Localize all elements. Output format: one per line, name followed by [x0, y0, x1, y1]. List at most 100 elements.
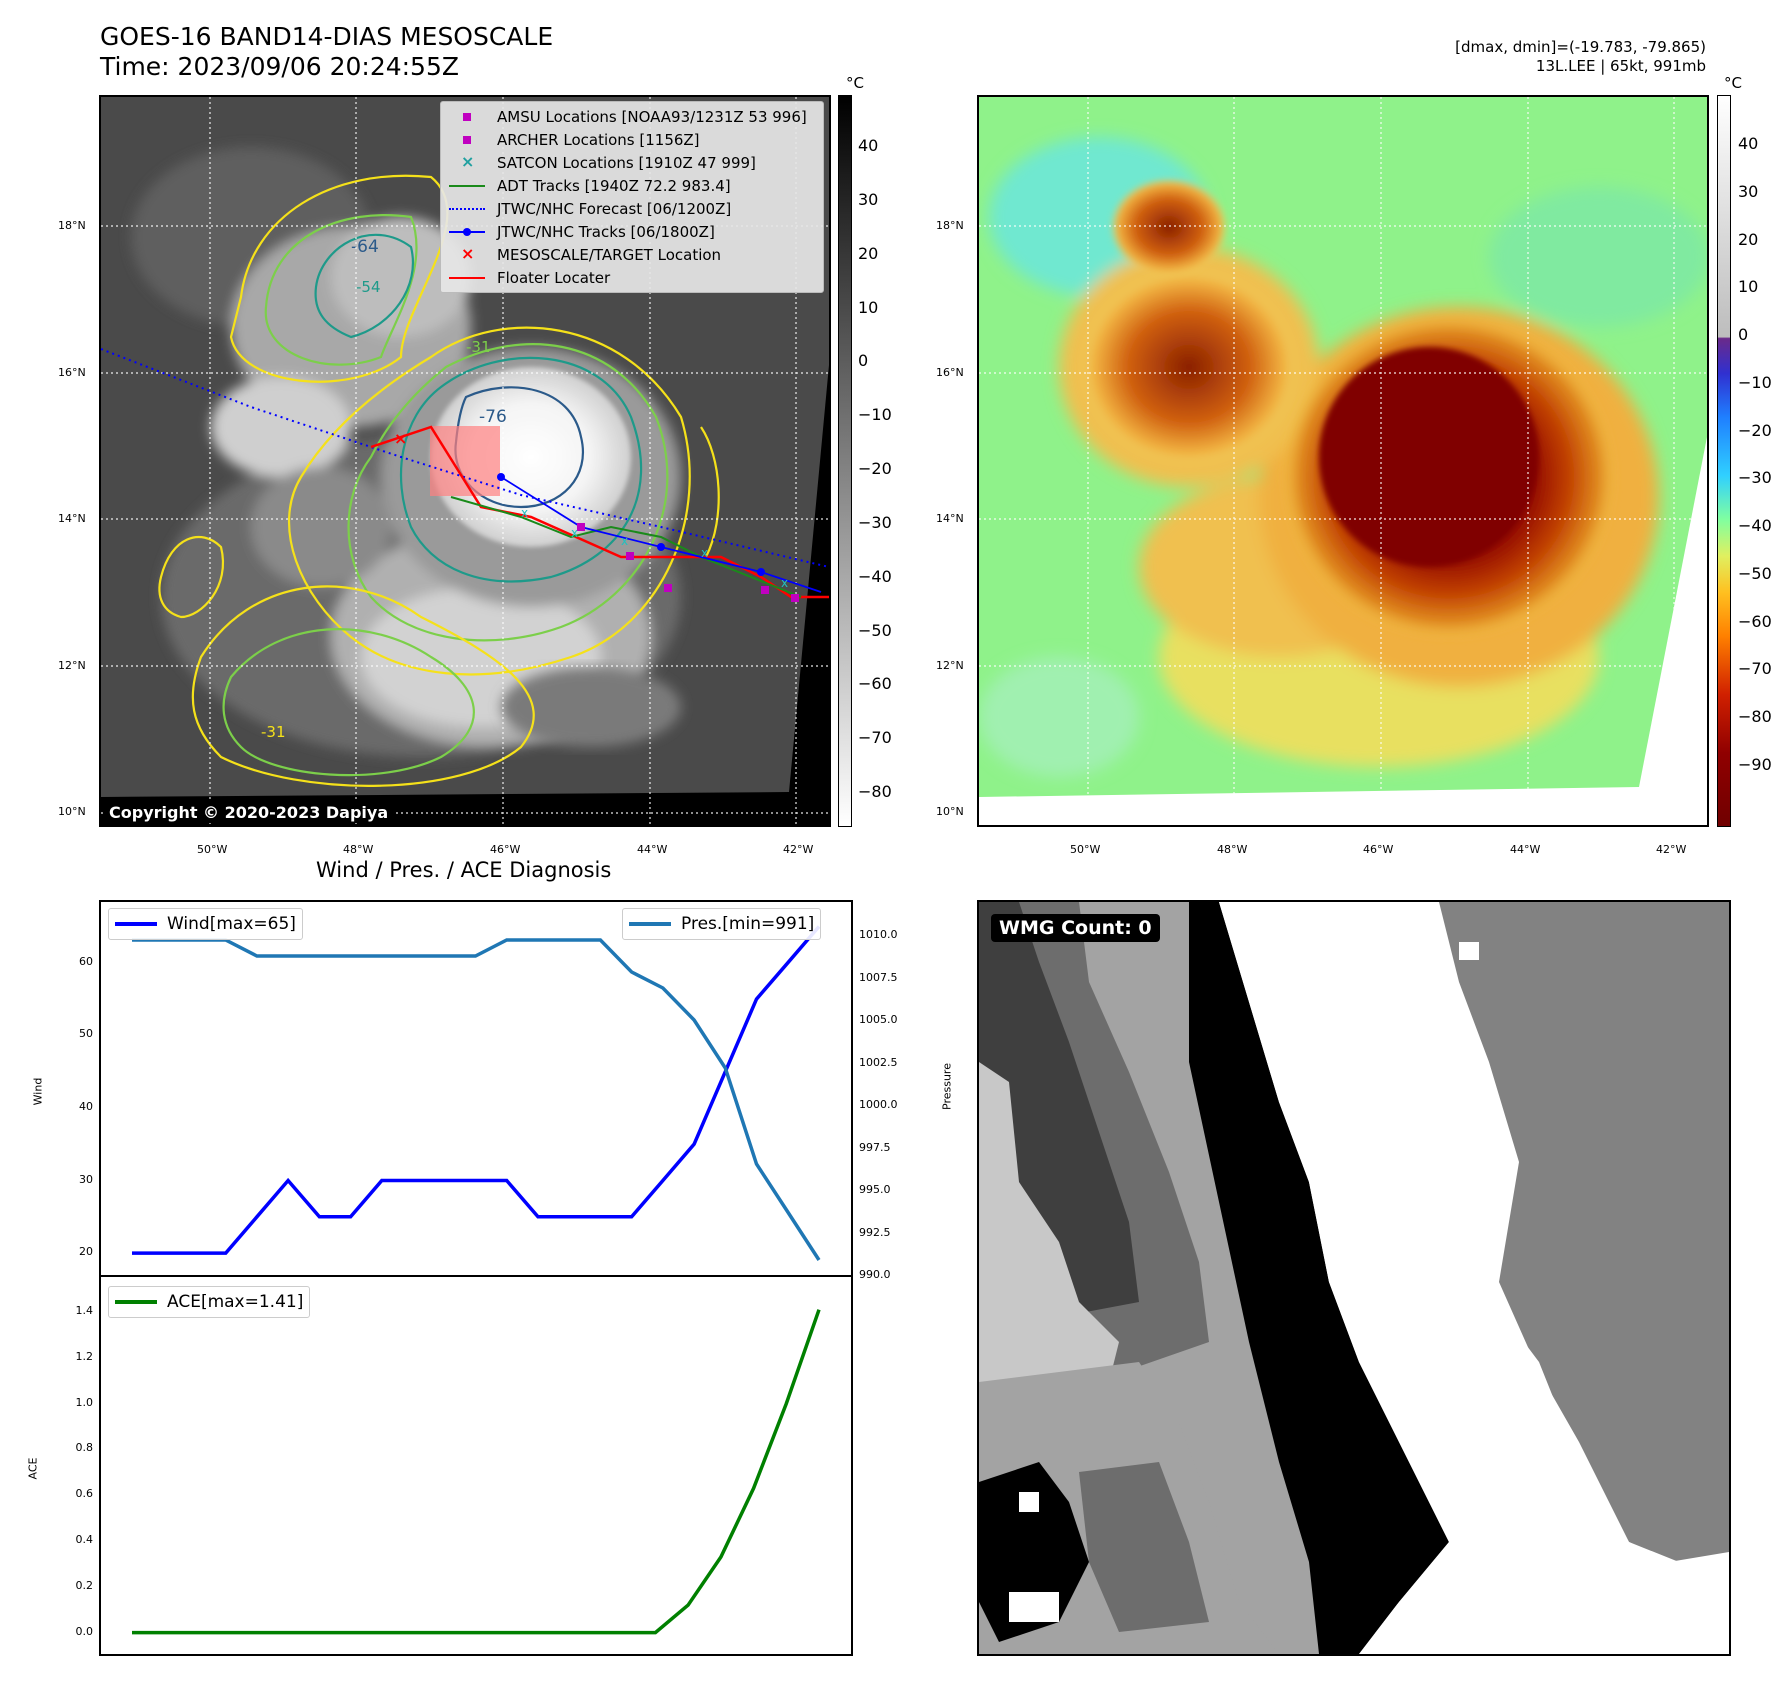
- title-line-2: Time: 2023/09/06 20:24:55Z: [100, 52, 459, 81]
- legend-item-archer: ARCHER Locations [1156Z]: [449, 129, 700, 151]
- title-line-1: GOES-16 BAND14-DIAS MESOSCALE: [100, 22, 554, 51]
- ace-tick-label: 1.4: [75, 1304, 94, 1318]
- lon-tick: 42°W: [1656, 843, 1687, 856]
- pressure-tick-label: 1000.0: [859, 1098, 898, 1111]
- colorbar-tick: −30: [858, 512, 892, 532]
- colorbar-tick: −60: [858, 674, 892, 694]
- gray-colorbar: [838, 95, 852, 827]
- wind-line: [132, 925, 821, 1255]
- lon-tick: 44°W: [1510, 843, 1541, 856]
- legend-item-forecast: JTWC/NHC Forecast [06/1200Z]: [449, 198, 731, 220]
- lat-tick: 12°N: [58, 659, 86, 672]
- legend-item-adt: ADT Tracks [1940Z 72.2 983.4]: [449, 175, 731, 197]
- colorbar-tick: 10: [1738, 277, 1759, 297]
- ace-legend: ACE[max=1.41]: [108, 1286, 311, 1318]
- color-colorbar-unit: °C: [1724, 74, 1742, 92]
- colorbar-tick: 10: [858, 297, 879, 317]
- lon-tick: 50°W: [197, 843, 228, 856]
- lat-tick: 12°N: [936, 659, 964, 672]
- lon-tick: 46°W: [490, 843, 521, 856]
- colorbar-tick: −90: [1738, 755, 1772, 774]
- legend-item-amsu: AMSU Locations [NOAA93/1231Z 53 996]: [449, 106, 807, 128]
- colorbar-tick: −20: [858, 459, 892, 478]
- ace-tick-label: 0.2: [75, 1578, 94, 1592]
- map-legend: AMSU Locations [NOAA93/1231Z 53 996] ARC…: [440, 101, 824, 293]
- legend-item-mesoscale: × MESOSCALE/TARGET Location: [461, 244, 722, 264]
- pressure-axis-label: Pressure: [940, 1063, 954, 1110]
- svg-text:x: x: [701, 546, 708, 560]
- contour-label: -54: [356, 278, 381, 296]
- lon-tick: 48°W: [343, 843, 374, 856]
- pressure-line: [132, 938, 821, 1261]
- wmg-image: [979, 902, 1729, 1654]
- ace-tick-label: 0.4: [75, 1532, 94, 1546]
- colorbar-tick: 20: [858, 243, 879, 263]
- colorbar-tick: −70: [1738, 659, 1772, 679]
- svg-text:x: x: [521, 506, 528, 520]
- colorbar-tick: −50: [858, 620, 892, 640]
- wmg-panel: WMG Count: 0: [977, 900, 1731, 1656]
- lat-tick: 14°N: [936, 512, 964, 525]
- legend-item-jtwc-tracks: JTWC/NHC Tracks [06/1800Z]: [449, 221, 715, 243]
- ir-color-map: [979, 97, 1707, 825]
- contour-label: -31: [466, 338, 491, 356]
- chart-title: GOES-16 BAND14-DIAS MESOSCALE Time: 2023…: [100, 22, 553, 82]
- lon-tick: 42°W: [783, 843, 814, 856]
- target-box: [430, 426, 500, 496]
- lon-tick: 44°W: [637, 843, 668, 856]
- pressure-tick-label: 990.0: [859, 1268, 891, 1281]
- ace-tick-label: 0.6: [75, 1487, 94, 1501]
- wind-legend: Wind[max=65]: [108, 908, 303, 940]
- wind-tick-label: 50: [79, 1027, 93, 1041]
- wind-tick-label: 20: [79, 1245, 93, 1259]
- colorbar-tick: 20: [1738, 229, 1759, 249]
- diagnosis-chart: [95, 900, 853, 1656]
- pressure-legend: Pres.[min=991]: [622, 908, 822, 940]
- colorbar-tick: −80: [858, 782, 892, 801]
- lat-tick: 10°N: [936, 805, 964, 818]
- ace-axis-label: ACE: [26, 1457, 40, 1480]
- contour-label: -64: [351, 237, 379, 257]
- wind-axis-label: Wind: [31, 1077, 45, 1106]
- svg-text:x: x: [621, 534, 628, 548]
- ace-tick-label: 0.0: [75, 1624, 94, 1638]
- colorbar-tick: 0: [858, 351, 869, 371]
- colorbar-tick: 30: [858, 189, 879, 209]
- dmax-dmin-label: [dmax, dmin]=(-19.783, -79.865): [1455, 38, 1706, 56]
- lat-tick: 14°N: [58, 512, 86, 525]
- lon-tick: 50°W: [1070, 843, 1101, 856]
- colorbar-tick: −60: [1738, 611, 1772, 631]
- pressure-tick-label: 1002.5: [859, 1055, 898, 1069]
- pressure-tick-label: 995.0: [859, 1183, 891, 1196]
- lat-tick: 10°N: [58, 805, 86, 818]
- colorbar-tick: 0: [1738, 325, 1749, 345]
- lon-tick: 48°W: [1217, 843, 1248, 856]
- svg-text:x: x: [781, 576, 788, 590]
- wind-tick-label: 40: [79, 1099, 93, 1113]
- colorbar-tick: −40: [1738, 516, 1772, 536]
- svg-text:×: ×: [394, 429, 407, 448]
- wmg-count-label: WMG Count: 0: [991, 914, 1160, 942]
- gray-colorbar-unit: °C: [846, 74, 864, 92]
- storm-info: [dmax, dmin]=(-19.783, -79.865) 13L.LEE …: [1455, 38, 1706, 76]
- storm-summary-label: 13L.LEE | 65kt, 991mb: [1535, 57, 1706, 75]
- lat-tick: 18°N: [58, 219, 86, 232]
- pressure-tick-label: 1005.0: [859, 1013, 898, 1026]
- colorbar-tick: −70: [858, 728, 892, 748]
- ir-color-map-panel: [977, 95, 1709, 827]
- diagnosis-panel: Wind[max=65] Pres.[min=991] ACE[max=1.41…: [76, 900, 898, 1656]
- color-colorbar: [1717, 95, 1731, 827]
- legend-item-satcon: × SATCON Locations [1910Z 47 999]: [461, 152, 756, 172]
- ace-line: [132, 1309, 821, 1635]
- contour-label: -76: [479, 407, 507, 427]
- pressure-tick-label: 997.5: [859, 1140, 891, 1154]
- wind-tick-label: 30: [79, 1172, 93, 1186]
- colorbar-tick: −10: [1738, 372, 1772, 392]
- pressure-tick-label: 992.5: [859, 1225, 891, 1239]
- ace-tick-label: 1.0: [75, 1395, 94, 1409]
- pressure-tick-label: 1010.0: [859, 928, 898, 941]
- colorbar-tick: −30: [1738, 468, 1772, 488]
- lat-tick: 16°N: [936, 366, 964, 379]
- legend-item-floater: Floater Locater: [449, 267, 610, 289]
- colorbar-tick: −20: [1738, 420, 1772, 440]
